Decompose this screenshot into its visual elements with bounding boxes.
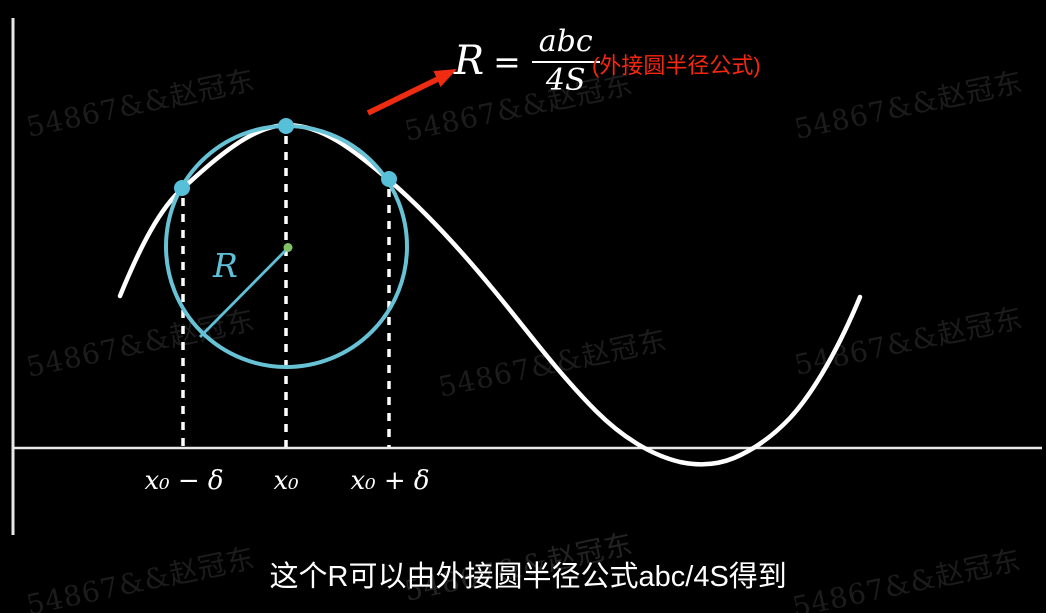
formula-lhs: R	[454, 38, 485, 84]
curve-point-left	[174, 180, 190, 196]
formula-fraction: abc 4S	[531, 25, 600, 98]
function-curve	[117, 122, 863, 467]
radius-label: R	[213, 246, 238, 285]
subtitle-caption: 这个R可以由外接圆半径公式abc/4S得到	[269, 561, 787, 593]
radius-line	[199, 247, 289, 338]
curve-point-top	[278, 118, 294, 134]
tick-label-x0-minus-delta: x₀ − δ	[144, 466, 224, 496]
curve-point-right	[381, 171, 397, 187]
arrow-icon	[366, 69, 457, 116]
tick-label-x0-plus-delta: x₀ + δ	[350, 466, 430, 496]
tick-label-x0: x₀	[273, 466, 299, 496]
formula-denominator: 4S	[545, 62, 586, 98]
circumradius-formula: R = abc 4S	[454, 24, 600, 98]
formula-numerator: abc	[531, 25, 600, 63]
formula-annotation: (外接圆半径公式)	[592, 53, 761, 78]
circle-center-dot	[283, 243, 293, 252]
formula-equals: =	[493, 41, 521, 81]
